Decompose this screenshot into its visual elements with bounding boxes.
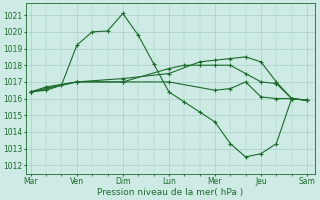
X-axis label: Pression niveau de la mer( hPa ): Pression niveau de la mer( hPa ) — [97, 188, 244, 197]
